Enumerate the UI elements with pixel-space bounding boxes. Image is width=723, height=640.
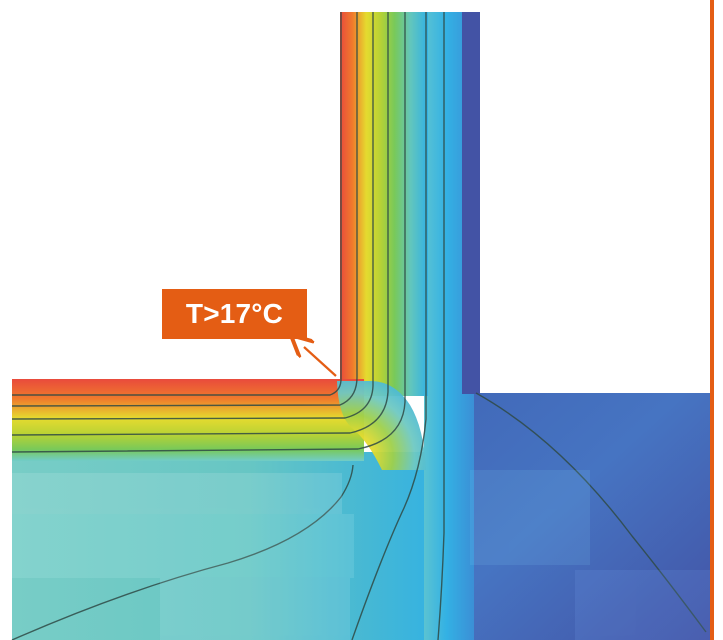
- lower-left-teal-zone: [12, 452, 444, 640]
- mesh-block-5: [575, 570, 710, 640]
- contour-line-6: [351, 12, 427, 640]
- contour-line-3: [11, 12, 374, 420]
- exterior-white-space: [480, 12, 710, 393]
- contour-line-1: [12, 12, 342, 396]
- mesh-shading-group: [12, 470, 710, 640]
- horizontal-thermal-band: [12, 379, 364, 461]
- arrow-up-left-icon: [304, 347, 337, 377]
- right-blue-wall: [462, 12, 480, 394]
- contour-line-5: [11, 12, 406, 453]
- mesh-block-1: [12, 473, 342, 514]
- mesh-block-3: [160, 577, 350, 640]
- vertical-thermal-band: [340, 12, 428, 396]
- mesh-block-4: [470, 470, 590, 565]
- inner-corner-blend: [337, 381, 426, 470]
- contour-line-7: [437, 12, 445, 640]
- contour-lines-group: [11, 12, 707, 640]
- lower-right-blue-zone: [437, 393, 710, 640]
- contour-line-4: [11, 12, 389, 436]
- temperature-callout: T>17°C: [162, 289, 307, 339]
- page-edge-rule: [710, 0, 714, 640]
- contour-line-9: [11, 464, 354, 640]
- mesh-block-2: [12, 514, 354, 578]
- contour-line-2: [11, 12, 358, 407]
- contour-line-8: [475, 392, 707, 633]
